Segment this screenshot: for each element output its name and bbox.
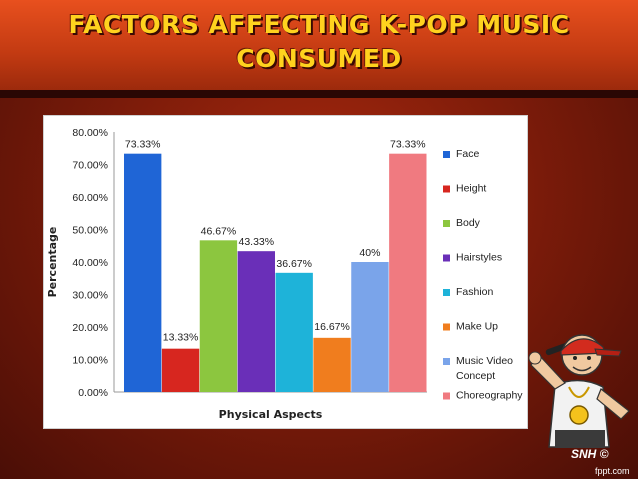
legend-label: Music Video Concept bbox=[456, 355, 513, 382]
y-tick-label: 20.00% bbox=[72, 322, 108, 334]
bar-fashion bbox=[275, 272, 313, 392]
legend-swatch bbox=[443, 289, 450, 296]
legend: Face Height Body Hairstyles Fashion Make Up Mu… bbox=[443, 148, 523, 402]
bar-choreography bbox=[389, 153, 427, 392]
bar-make-up bbox=[313, 337, 351, 392]
bar-chart: 0.00% 10.00% 20.00% 30.00% 40.00% 50.00% 60.00… bbox=[46, 127, 523, 421]
y-tick-label: 30.00% bbox=[72, 290, 108, 302]
y-tick-label: 0.00% bbox=[78, 387, 108, 399]
bar-body bbox=[199, 240, 238, 392]
data-label: 46.67% bbox=[201, 225, 237, 237]
data-label: 36.67% bbox=[276, 258, 312, 270]
legend-swatch bbox=[443, 358, 450, 365]
x-axis-title: Physical Aspects bbox=[219, 408, 323, 421]
legend-label: Fashion bbox=[456, 286, 494, 298]
legend-swatch bbox=[443, 185, 450, 193]
legend-label: Body bbox=[456, 217, 481, 229]
legend-swatch bbox=[443, 220, 450, 227]
rapper-character-illustration bbox=[528, 334, 630, 448]
data-label: 40% bbox=[359, 247, 380, 259]
y-tick-label: 40.00% bbox=[72, 257, 108, 269]
legend-label: Choreography bbox=[456, 390, 523, 402]
legend-label: Height bbox=[456, 183, 486, 195]
header-band bbox=[0, 0, 638, 90]
bar-height bbox=[161, 348, 200, 392]
data-label: 16.67% bbox=[314, 321, 350, 333]
brand-text: fppt.com bbox=[595, 466, 630, 476]
data-label: 73.33% bbox=[390, 139, 426, 151]
y-tick-label: 80.00% bbox=[72, 127, 108, 139]
bar-face bbox=[124, 153, 162, 392]
y-tick-label: 60.00% bbox=[72, 192, 108, 204]
y-tick-label: 50.00% bbox=[72, 225, 108, 237]
legend-label: Face bbox=[456, 148, 480, 160]
slide-title: FACTORS AFFECTING K-POP MUSIC CONSUMED bbox=[68, 10, 570, 73]
bars bbox=[124, 153, 427, 392]
bar-music-video-concept bbox=[351, 262, 389, 392]
data-label: 43.33% bbox=[239, 236, 275, 248]
legend-label: Hairstyles bbox=[456, 252, 502, 264]
credit-text: SNH © bbox=[571, 447, 609, 461]
bar-hairstyles bbox=[237, 251, 275, 392]
legend-swatch bbox=[443, 392, 450, 400]
legend-swatch bbox=[443, 254, 450, 262]
y-tick-label: 70.00% bbox=[72, 160, 108, 172]
y-axis-title: Percentage bbox=[46, 227, 59, 298]
y-tick-label: 10.00% bbox=[72, 355, 108, 367]
chart-panel: 0.00% 10.00% 20.00% 30.00% 40.00% 50.00% 60.00… bbox=[44, 116, 527, 428]
header-divider bbox=[0, 90, 638, 98]
data-label: 13.33% bbox=[163, 332, 199, 344]
data-label: 73.33% bbox=[125, 139, 161, 151]
legend-swatch bbox=[443, 323, 450, 331]
legend-swatch bbox=[443, 151, 450, 158]
data-labels: 73.33% 13.33% 46.67%43.33%36.67% 16.67% 40% 7… bbox=[125, 139, 426, 344]
legend-label: Make Up bbox=[456, 321, 498, 333]
y-axis: 0.00% 10.00% 20.00% 30.00% 40.00% 50.00% 60.00… bbox=[72, 127, 427, 399]
